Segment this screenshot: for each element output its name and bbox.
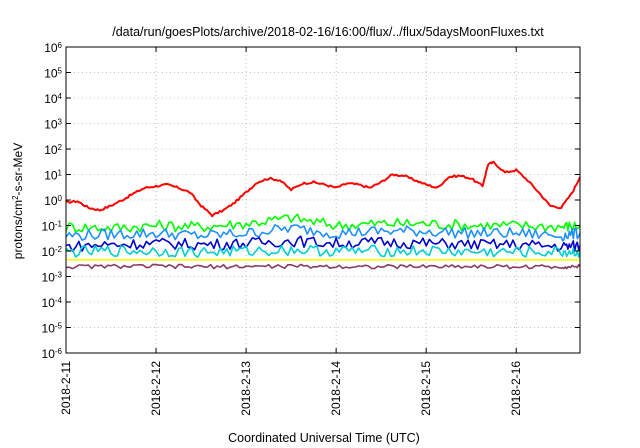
series-line [65, 263, 581, 270]
y-axis-label-prefix: protons/cm [11, 200, 25, 259]
chart-title: /data/run/goesPlots/archive/2018-02-16/1… [112, 25, 544, 39]
y-axis-label: protons/cm2-s-sr-MeV [11, 143, 26, 259]
y-tick-label: 10-2 [42, 245, 63, 260]
y-tick-label: 10-4 [42, 296, 63, 311]
y-tick-label: 10-5 [42, 321, 63, 336]
y-axis-label-superscript: 2 [11, 195, 20, 200]
y-tick-label: 104 [44, 92, 62, 107]
x-tick-label: 2018-2-16 [509, 361, 523, 416]
x-tick-label: 2018-2-11 [59, 361, 73, 415]
y-tick-label: 10-1 [42, 219, 63, 234]
x-tick-label: 2018-2-14 [329, 361, 343, 416]
y-tick-label: 10-6 [42, 347, 63, 362]
y-axis-label-suffix: -s-sr-MeV [11, 143, 25, 196]
y-axis: 10-6 10-5 10-4 10-3 10-2 10-1 100 101 102 103 104 1… [42, 41, 580, 362]
y-tick-label: 101 [44, 168, 62, 183]
x-tick-label: 2018-2-12 [149, 361, 163, 416]
x-tick-label: 2018-2-13 [239, 361, 253, 416]
y-tick-label: 105 [44, 66, 62, 81]
grid-lines [66, 47, 580, 353]
y-tick-label: 100 [44, 194, 62, 209]
y-tick-label: 106 [44, 41, 62, 56]
y-tick-label: 10-3 [42, 270, 63, 285]
series-line [65, 244, 581, 259]
series-line [65, 213, 581, 233]
x-axis: 2018-2-11 2018-2-12 2018-2-13 2018-2-14 2018… [59, 47, 523, 416]
series-line [65, 160, 581, 218]
y-tick-label: 102 [44, 143, 62, 158]
series-line [65, 224, 581, 242]
y-tick-label: 103 [44, 117, 62, 132]
series-layer [65, 160, 581, 270]
x-axis-label: Coordinated Universal Time (UTC) [228, 431, 420, 445]
x-tick-label: 2018-2-15 [419, 361, 433, 416]
